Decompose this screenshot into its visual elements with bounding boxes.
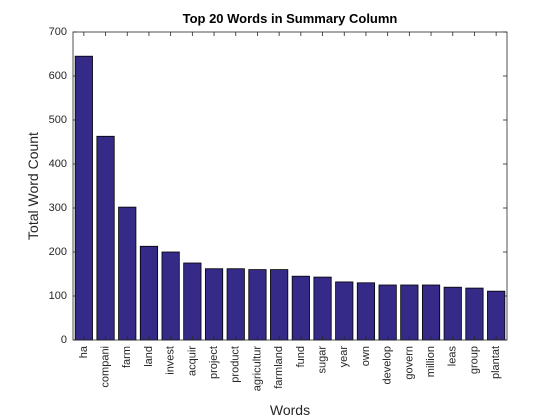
y-axis-label: Total Word Count [25, 132, 41, 240]
bar [226, 268, 245, 341]
x-tick-label: agricultur [251, 346, 263, 392]
bar [400, 284, 419, 341]
bar [443, 286, 462, 341]
x-tick-label: compani [99, 346, 111, 388]
bar [161, 251, 180, 341]
bar [248, 269, 267, 341]
bar [270, 269, 289, 341]
y-tick-label: 700 [49, 26, 67, 38]
x-tick-label: fund [295, 346, 307, 367]
bar [487, 290, 506, 341]
y-tick-label: 200 [49, 246, 67, 258]
bar [291, 275, 310, 341]
bar [356, 282, 376, 341]
x-tick-label: million [425, 346, 437, 377]
x-tick-label: year [338, 346, 350, 368]
bar [204, 268, 224, 341]
x-tick-label: land [143, 346, 155, 367]
bar [313, 276, 332, 341]
x-tick-label: plantat [490, 346, 502, 379]
bar [465, 287, 484, 341]
x-tick-label: product [230, 346, 242, 383]
axes-box [72, 31, 508, 341]
x-tick-label: invest [165, 346, 177, 375]
bar [335, 281, 354, 341]
bar [183, 262, 202, 341]
bar [378, 284, 397, 341]
y-tick-label: 500 [49, 114, 67, 126]
x-tick-label: project [208, 346, 220, 379]
x-tick-label: group [468, 346, 480, 374]
bar [139, 245, 159, 341]
bar [74, 55, 93, 341]
chart-title: Top 20 Words in Summary Column [183, 11, 398, 26]
x-tick-label: govern [403, 346, 415, 380]
x-tick-label: farm [121, 346, 133, 368]
y-tick-label: 100 [49, 290, 67, 302]
x-tick-label: own [360, 346, 372, 366]
x-tick-label: ha [78, 345, 90, 358]
x-tick-label: leas [447, 346, 459, 367]
x-tick-label: develop [382, 346, 394, 385]
y-tick-label: 600 [49, 70, 67, 82]
y-tick-label: 0 [61, 334, 67, 346]
x-tick-label: sugar [316, 346, 328, 374]
x-axis-label: Words [270, 402, 310, 418]
x-tick-label: acquir [186, 346, 198, 376]
x-tick-label: farmland [273, 346, 285, 389]
y-tick-label: 300 [49, 202, 67, 214]
bar [118, 206, 137, 341]
bar [421, 284, 441, 341]
bar [96, 135, 115, 341]
y-tick-label: 400 [49, 158, 67, 170]
